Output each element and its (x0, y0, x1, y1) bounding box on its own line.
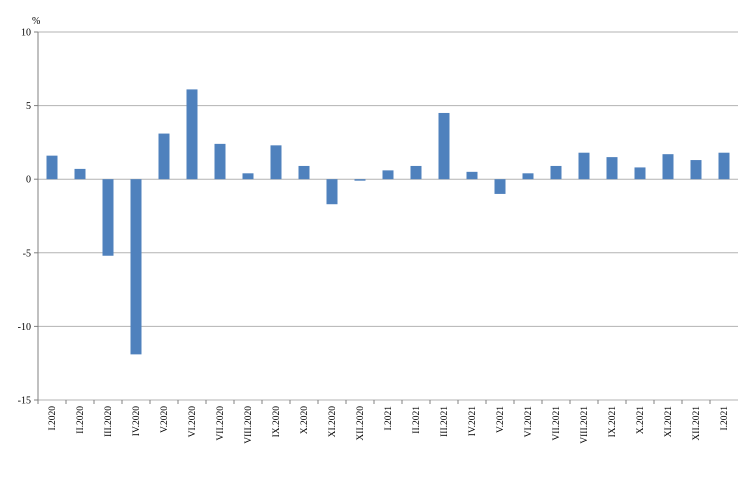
x-tick-label: VIII.2021 (580, 406, 590, 444)
bar (354, 179, 366, 181)
x-tick-label: II.2021 (412, 406, 422, 434)
bar (382, 170, 394, 180)
bar (634, 167, 646, 180)
bar (102, 179, 114, 256)
y-tick-label: 5 (26, 101, 31, 112)
x-tick-label: VI.2020 (188, 406, 198, 438)
y-tick-label: 0 (26, 175, 31, 186)
x-tick-label: VI.2021 (524, 406, 534, 438)
bar (494, 179, 506, 194)
x-tick-label: I.2021 (720, 406, 730, 431)
bar (522, 173, 534, 180)
x-axis-ticks: I.2020 II.2020 III.2020 IV.2020 V.2020 VI.202… (37, 400, 730, 444)
bar (158, 133, 170, 180)
x-tick-label: X.2021 (636, 406, 646, 434)
bar (578, 152, 590, 180)
bar (718, 152, 730, 180)
bar (550, 165, 562, 180)
bar (186, 89, 198, 180)
x-tick-label: VII.2020 (216, 406, 226, 441)
x-tick-label: V.2021 (496, 406, 506, 433)
x-tick-label: V.2020 (160, 406, 170, 433)
y-tick-label: 10 (21, 28, 31, 39)
bar (410, 165, 422, 180)
x-tick-label: III.2020 (104, 406, 114, 437)
y-axis-unit-label: % (32, 16, 40, 27)
x-tick-label: I.2020 (48, 406, 58, 431)
bar (214, 143, 226, 180)
bar (326, 179, 338, 205)
bar (466, 171, 478, 180)
x-tick-label: III.2021 (440, 406, 450, 437)
x-tick-label: XII.2020 (356, 406, 366, 441)
bar (690, 160, 702, 180)
bar (46, 155, 58, 180)
x-tick-label: XII.2021 (692, 406, 702, 441)
x-tick-label: IX.2020 (272, 406, 282, 438)
bar (130, 179, 142, 355)
y-tick-label: -5 (23, 248, 31, 259)
grid-lines (38, 31, 738, 401)
bar (298, 165, 310, 180)
y-tick-label: -15 (18, 396, 31, 407)
bar (438, 112, 450, 180)
x-tick-label: XI.2021 (664, 406, 674, 438)
x-tick-label: IX.2021 (608, 406, 618, 438)
x-tick-label: I.2021 (384, 406, 394, 431)
x-tick-label: IV.2020 (132, 406, 142, 436)
y-tick-label: -10 (18, 322, 31, 333)
x-tick-label: IV.2021 (468, 406, 478, 436)
bar (270, 145, 282, 180)
bar (662, 154, 674, 180)
x-tick-label: VII.2021 (552, 406, 562, 441)
bar (74, 168, 86, 180)
x-tick-label: XI.2020 (328, 406, 338, 438)
x-tick-label: X.2020 (300, 406, 310, 434)
bar (606, 157, 618, 180)
y-axis-ticks: 10 5 0 -5 -10 -15 (18, 28, 38, 407)
x-tick-label: II.2020 (76, 406, 86, 434)
bar (242, 173, 254, 180)
bars (46, 89, 730, 355)
x-tick-label: VIII.2020 (244, 406, 254, 444)
